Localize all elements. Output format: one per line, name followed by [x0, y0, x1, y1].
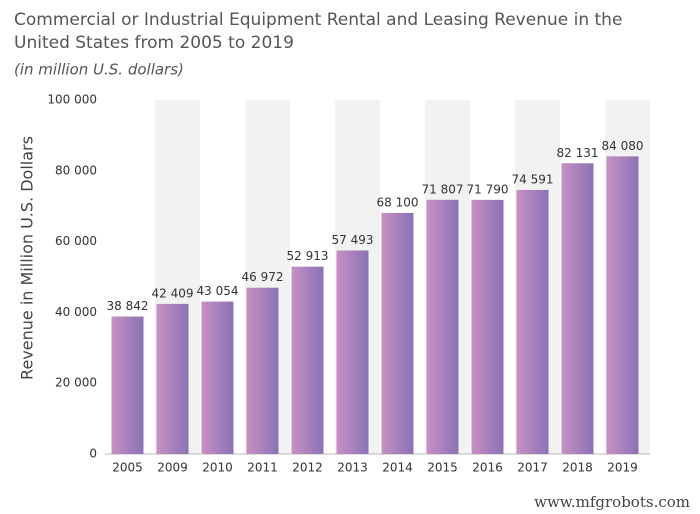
chart-subtitle: (in million U.S. dollars): [14, 61, 184, 79]
x-tick-label: 2009: [157, 461, 188, 475]
x-tick-label: 2016: [472, 461, 503, 475]
bar: [291, 266, 324, 454]
bar: [561, 163, 594, 454]
bar: [426, 199, 459, 454]
bar: [246, 287, 279, 454]
y-tick-label: 100 000: [47, 93, 97, 107]
chart-title: United States from 2005 to 2019: [14, 33, 294, 53]
value-label: 42 409: [152, 286, 194, 300]
y-tick-label: 40 000: [55, 305, 97, 319]
value-label: 46 972: [242, 270, 284, 284]
value-label: 43 054: [197, 284, 239, 298]
bar: [111, 316, 144, 454]
x-tick-label: 2015: [427, 461, 458, 475]
value-label: 52 913: [287, 249, 329, 263]
value-label: 57 493: [332, 233, 374, 247]
watermark: www.mfgrobots.com: [534, 493, 690, 511]
x-tick-label: 2012: [292, 461, 323, 475]
value-label: 38 842: [107, 299, 149, 313]
value-label: 84 080: [602, 139, 644, 153]
bar: [381, 212, 414, 454]
x-tick-label: 2018: [562, 461, 593, 475]
x-tick-label: 2013: [337, 461, 368, 475]
y-tick-label: 20 000: [55, 376, 97, 390]
value-label: 71 807: [422, 182, 464, 196]
x-tick-label: 2019: [607, 461, 638, 475]
bar: [336, 250, 369, 454]
y-axis-title: Revenue in Million U.S. Dollars: [18, 136, 37, 380]
x-tick-label: 2011: [247, 461, 278, 475]
chart-title: Commercial or Industrial Equipment Renta…: [14, 10, 622, 30]
value-label: 68 100: [377, 195, 419, 209]
x-tick-label: 2014: [382, 461, 413, 475]
y-tick-label: 80 000: [55, 163, 97, 177]
x-tick-label: 2005: [112, 461, 143, 475]
x-tick-label: 2010: [202, 461, 233, 475]
bar: [471, 199, 504, 454]
value-label: 71 790: [467, 182, 509, 196]
bar: [606, 156, 639, 454]
value-label: 82 131: [557, 146, 599, 160]
bar: [156, 303, 189, 454]
x-tick-label: 2017: [517, 461, 548, 475]
value-label: 74 591: [512, 172, 554, 186]
y-tick-label: 0: [89, 447, 97, 461]
y-tick-label: 60 000: [55, 234, 97, 248]
bar: [516, 189, 549, 454]
bar: [201, 301, 234, 454]
